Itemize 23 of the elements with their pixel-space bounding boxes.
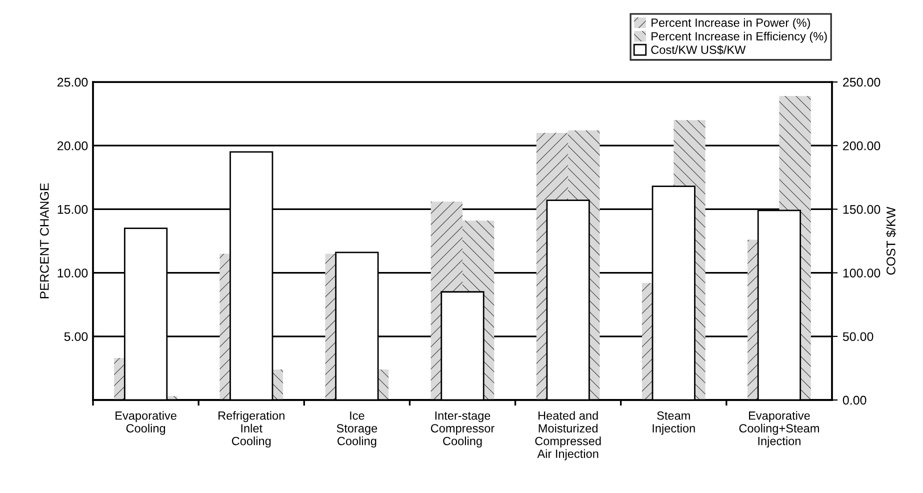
y2-tick-label: 200.00 — [843, 141, 880, 150]
y-tick-label: 10.00 — [58, 268, 88, 278]
y-tick-label: 20.00 — [57, 141, 88, 150]
legend-label: Cost/KW US$/KW — [651, 45, 746, 55]
y2-tick-label: 250.00 — [843, 78, 880, 87]
y2-axis-title: COST $/KW — [886, 206, 896, 275]
x-tick-label: Inter-stage Compressor Cooling — [430, 412, 494, 448]
y2-tick-label: 0.00 — [842, 396, 866, 405]
y2-tick-label: 150.00 — [843, 205, 880, 214]
y2-tick-label: 50.00 — [842, 332, 874, 342]
x-tick-label: Steam Injection — [652, 411, 695, 435]
legend-label: Percent Increase in Efficiency (%) — [652, 32, 827, 43]
y2-tick-label: 100.00 — [843, 268, 880, 278]
x-tick-label: Heated and Moisturized Compressed Air Injection — [535, 411, 601, 460]
y-tick-label: 5.00 — [64, 332, 88, 342]
y-tick-label: 25.00 — [57, 78, 88, 87]
y-tick-label: 15.00 — [58, 205, 88, 214]
y-axis-title: PERCENT CHANGE — [40, 183, 49, 298]
legend-label: Percent Increase in Power (%) — [652, 18, 810, 30]
x-tick-label: Evaporative Cooling — [116, 411, 176, 435]
x-tick-label: Evaporative Cooling+Steam Injection — [739, 411, 819, 448]
x-tick-label: Refrigeration Inlet Cooling — [218, 411, 284, 448]
x-tick-label: Ice Storage Cooling — [336, 412, 378, 448]
